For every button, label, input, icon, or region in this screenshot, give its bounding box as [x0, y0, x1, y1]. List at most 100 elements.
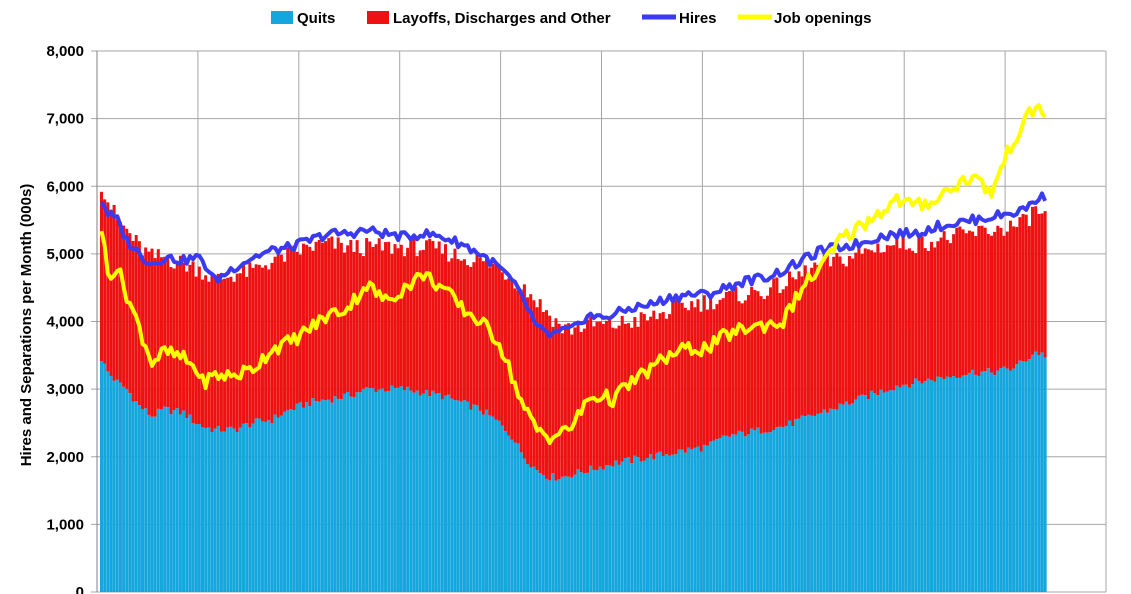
bar-quits	[399, 386, 403, 592]
bar-layoffs	[813, 262, 817, 416]
bar-quits	[216, 425, 220, 592]
bar-quits	[560, 476, 564, 592]
bar-layoffs	[320, 242, 324, 400]
bar-quits	[137, 405, 141, 592]
legend-item-openings: Job openings	[738, 10, 872, 27]
bar-layoffs	[806, 278, 810, 415]
bar-quits	[784, 425, 788, 592]
bar-quits	[620, 461, 624, 592]
bar-quits	[481, 414, 485, 592]
bar-quits	[141, 409, 145, 592]
bar-layoffs	[567, 323, 571, 477]
bar-layoffs	[251, 267, 255, 424]
bar-quits	[595, 470, 599, 592]
bar-layoffs	[791, 277, 795, 427]
bar-quits	[428, 396, 432, 592]
bar-quits	[788, 420, 792, 592]
bar-layoffs	[178, 255, 182, 415]
bar-layoffs	[191, 261, 195, 424]
bar-quits	[311, 398, 315, 592]
bar-layoffs	[611, 327, 615, 467]
bar-layoffs	[974, 236, 978, 375]
bar-layoffs	[166, 258, 170, 408]
bar-quits	[444, 395, 448, 592]
bar-quits	[579, 472, 583, 592]
bar-layoffs	[598, 321, 602, 467]
bar-layoffs	[620, 315, 624, 462]
bar-layoffs	[784, 286, 788, 426]
bar-quits	[317, 401, 321, 592]
bar-quits	[384, 391, 388, 592]
bar-quits	[494, 419, 498, 592]
bar-quits	[409, 390, 413, 592]
bar-layoffs	[898, 248, 902, 388]
bar-quits	[475, 405, 479, 592]
bar-quits	[194, 424, 198, 592]
bar-layoffs	[150, 248, 154, 417]
bar-quits	[633, 455, 637, 592]
bar-layoffs	[721, 298, 725, 436]
bar-layoffs	[800, 276, 804, 416]
bar-quits	[260, 421, 264, 592]
bar-layoffs	[1015, 226, 1019, 365]
series-line-hires	[99, 191, 1047, 339]
bar-layoffs	[273, 256, 277, 415]
bar-layoffs	[895, 238, 899, 386]
bar-layoffs	[1043, 211, 1047, 358]
bar-quits	[889, 389, 892, 592]
bar-layoffs	[683, 307, 687, 453]
bar-layoffs	[579, 332, 583, 473]
bar-quits	[983, 371, 987, 592]
bar-quits	[567, 476, 571, 592]
bar-layoffs	[377, 238, 381, 390]
bar-quits	[589, 465, 593, 592]
bar-quits	[1037, 354, 1041, 592]
bar-quits	[513, 442, 517, 592]
bar-layoffs	[513, 288, 517, 443]
bar-quits	[901, 384, 905, 592]
bar-quits	[339, 399, 343, 592]
bar-quits	[627, 457, 631, 592]
bar-layoffs	[431, 240, 435, 391]
bar-quits	[958, 377, 962, 592]
bar-layoffs	[361, 256, 365, 389]
bar-quits	[762, 432, 766, 592]
y-tick-label: 3,000	[46, 381, 84, 398]
bar-quits	[204, 427, 208, 592]
bar-layoffs	[507, 278, 511, 436]
bar-layoffs	[740, 303, 744, 432]
bar-layoffs	[649, 316, 653, 455]
bar-layoffs	[658, 313, 662, 452]
bar-layoffs	[532, 300, 536, 467]
bar-layoffs	[633, 316, 637, 456]
bar-layoffs	[866, 249, 870, 400]
bar-layoffs	[399, 244, 403, 387]
bar-quits	[421, 393, 425, 592]
legend-label-hires: Hires	[679, 10, 717, 27]
bar-quits	[920, 383, 924, 592]
bar-layoffs	[349, 239, 353, 397]
bar-layoffs	[156, 249, 160, 409]
bar-layoffs	[920, 236, 924, 384]
bar-quits	[178, 414, 182, 592]
bar-quits	[163, 406, 167, 592]
bar-layoffs	[687, 310, 691, 448]
bar-quits	[1008, 370, 1012, 592]
bar-quits	[1043, 357, 1047, 592]
bar-quits	[803, 416, 807, 592]
bar-layoffs	[939, 237, 943, 378]
bar-quits	[295, 403, 299, 592]
bar-layoffs	[213, 276, 217, 429]
bar-layoffs	[472, 262, 476, 405]
bar-layoffs	[175, 263, 179, 409]
bar-quits	[737, 430, 741, 592]
bar-layoffs	[838, 256, 842, 404]
bar-quits	[705, 445, 709, 592]
bar-quits	[390, 385, 394, 592]
bar-layoffs	[298, 254, 302, 403]
bar-layoffs	[803, 265, 807, 417]
bar-quits	[128, 393, 132, 592]
bar-quits	[276, 417, 280, 592]
bar-layoffs	[699, 311, 703, 452]
